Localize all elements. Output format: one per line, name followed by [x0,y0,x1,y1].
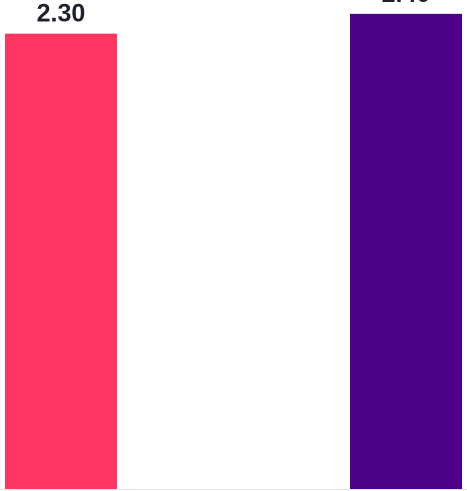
bar-2 [350,13,462,489]
bar-value-label-2: 2.40 [382,0,431,8]
data-labels-group: 2.30 2.40 [37,0,431,28]
bar-value-label-1: 2.30 [37,0,86,28]
bars-group [5,13,462,489]
bar-1 [5,33,117,489]
